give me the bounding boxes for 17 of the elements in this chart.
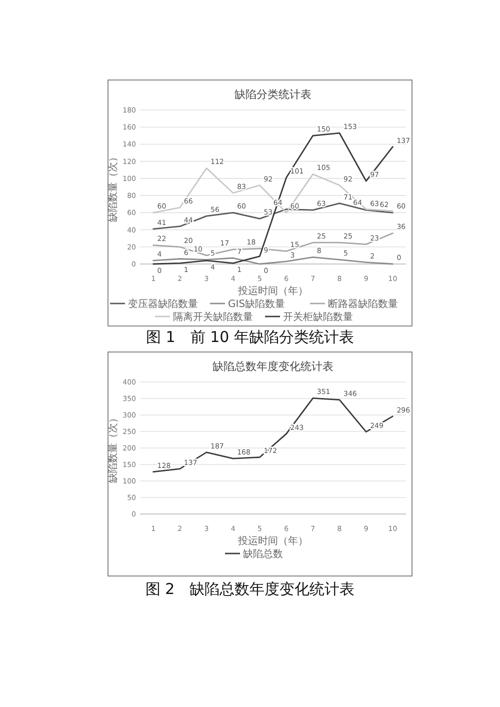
caption: 图 1 前 10 年缺陷分类统计表 [146, 328, 354, 346]
line-series [152, 232, 394, 256]
legend-label: 缺陷总数 [243, 548, 283, 560]
y-axis-title: 缺陷数量（次） [107, 152, 119, 222]
legend-label: 断路器缺陷数量 [328, 298, 398, 310]
y-axis-title: 缺陷数量（次） [107, 413, 119, 483]
chart-title: 缺陷总数年度变化统计表 [212, 360, 334, 373]
line-series [152, 397, 394, 472]
legend-label: 隔离开关缺陷数量 [173, 311, 253, 323]
legend-label: 开关柜缺陷数量 [283, 311, 353, 323]
legend-label: GIS缺陷数量 [228, 298, 286, 310]
caption: 图 2 缺陷总数年度变化统计表 [145, 580, 355, 598]
x-axis-title: 投运时间（年） [237, 535, 308, 547]
line-series [152, 132, 394, 265]
legend-label: 变压器缺陷数量 [128, 298, 198, 310]
x-axis-title: 投运时间（年） [237, 285, 308, 297]
chart-title: 缺陷分类统计表 [234, 88, 312, 101]
